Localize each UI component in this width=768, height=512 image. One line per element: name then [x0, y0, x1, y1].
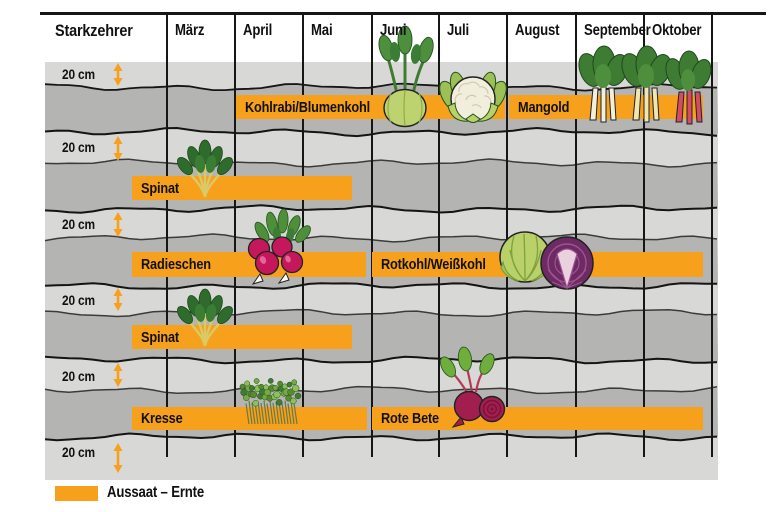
bar-spinat-2: Spinat: [132, 325, 352, 349]
row-spacing-label: 20 cm: [62, 444, 95, 460]
bar-spinat-1: Spinat: [132, 176, 352, 200]
soil-wave-line: [44, 355, 718, 365]
row-spacing-label: 20 cm: [62, 216, 95, 232]
bar-rote-bete: Rote Bete: [372, 407, 703, 430]
bar-mangold: Mangold: [509, 95, 703, 119]
month-label-september: September: [584, 22, 651, 39]
month-label-oktober: Oktober: [652, 22, 702, 39]
soil-wave-line: [44, 204, 718, 214]
month-label-juni: Juni: [380, 22, 407, 39]
spacing-arrow-icon: [113, 288, 123, 311]
bar-kresse: Kresse: [132, 407, 367, 430]
month-label-maerz: März: [175, 22, 205, 39]
bar-rotkohl-weisskohl: Rotkohl/Weißkohl: [372, 252, 703, 277]
spacing-arrow-icon: [113, 136, 123, 161]
soil-wave-line: [44, 385, 718, 395]
spacing-arrow-icon: [113, 212, 123, 237]
spacing-arrow-icon: [113, 63, 123, 86]
month-label-juli: Juli: [447, 22, 470, 39]
spacing-arrow-icon: [113, 363, 123, 387]
legend-swatch: [55, 485, 98, 501]
page-title: Starkzehrer: [55, 21, 133, 40]
soil-wave-line: [44, 126, 718, 138]
month-label-mai: Mai: [311, 22, 333, 39]
bar-radieschen: Radieschen: [132, 252, 366, 277]
row-spacing-label: 20 cm: [62, 139, 95, 155]
soil-wave-line: [44, 282, 717, 290]
soil-wave-line: [44, 308, 718, 318]
soil-wave-line: [44, 432, 718, 442]
row-spacing-label: 20 cm: [62, 66, 95, 82]
top-rule: [40, 12, 766, 15]
legend: Aussaat – Ernte: [55, 484, 221, 502]
legend-label: Aussaat – Ernte: [107, 484, 205, 501]
bar-kohlrabi-blumenkohl: Kohlrabi/Blumenkohl: [236, 95, 505, 119]
row-spacing-label: 20 cm: [62, 368, 95, 384]
month-label-august: August: [515, 22, 560, 39]
month-label-april: April: [243, 22, 273, 39]
soil-wave-line: [44, 233, 718, 243]
row-spacing-label: 20 cm: [62, 292, 95, 308]
spacing-arrow-icon: [113, 443, 123, 473]
soil-wave-line: [44, 158, 718, 168]
